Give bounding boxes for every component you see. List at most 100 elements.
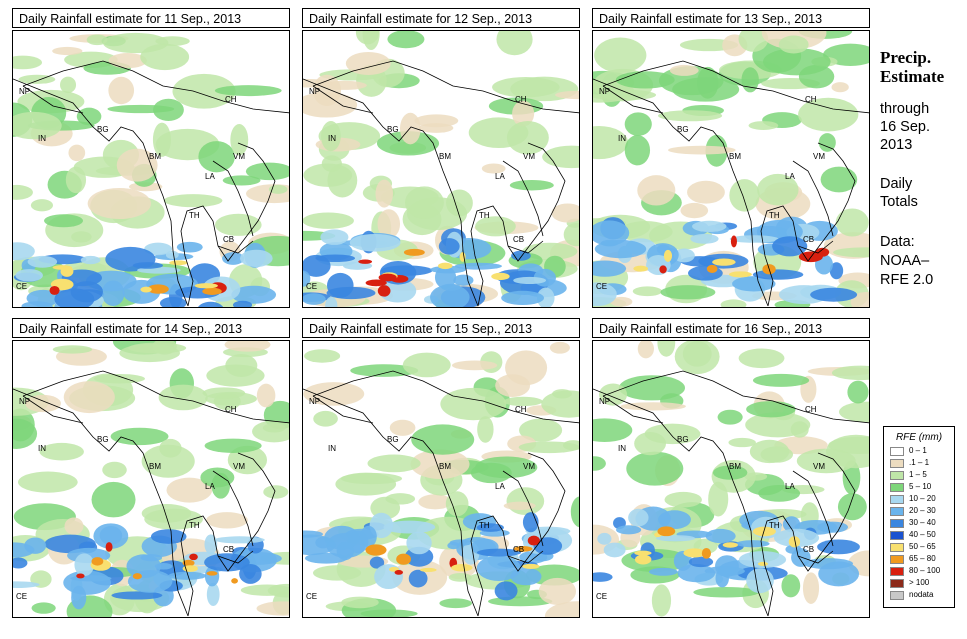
legend-label: 1 – 5 bbox=[909, 470, 927, 479]
legend-label: 65 – 80 bbox=[909, 554, 936, 563]
legend-swatch bbox=[890, 543, 904, 552]
country-label-la: LA bbox=[205, 482, 215, 491]
country-label-vm: VM bbox=[813, 152, 825, 161]
country-label-ce: CE bbox=[596, 592, 608, 601]
legend-label: 80 – 100 bbox=[909, 566, 941, 575]
legend-swatch bbox=[890, 495, 904, 504]
legend-label: 30 – 40 bbox=[909, 518, 936, 527]
country-label-in: IN bbox=[618, 444, 626, 453]
panel-title: Daily Rainfall estimate for 14 Sep., 201… bbox=[12, 318, 290, 338]
legend-label: nodata bbox=[909, 590, 934, 599]
side-totals-2: Totals bbox=[880, 194, 918, 210]
country-label-la: LA bbox=[495, 172, 505, 181]
legend-side-text: Precip. Estimate bbox=[880, 48, 944, 86]
country-label-th: TH bbox=[479, 521, 490, 530]
rainfall-map-panel: Daily Rainfall estimate for 11 Sep., 201… bbox=[12, 8, 290, 308]
country-label-bg: BG bbox=[387, 125, 399, 134]
legend-label: .1 – 1 bbox=[909, 458, 930, 467]
legend-label: 50 – 65 bbox=[909, 542, 936, 551]
country-label-th: TH bbox=[189, 521, 200, 530]
country-label-vm: VM bbox=[233, 152, 245, 161]
country-label-ce: CE bbox=[596, 282, 608, 291]
rainfall-field bbox=[303, 341, 579, 617]
legend-title: RFE (mm) bbox=[895, 432, 943, 443]
country-label-bm: BM bbox=[439, 152, 451, 161]
side-title-1: Precip. bbox=[880, 48, 932, 67]
country-label-ch: CH bbox=[515, 405, 527, 414]
rainfall-field bbox=[13, 32, 289, 307]
map-frame: NP CH IN BG BM VM LA TH CB CE bbox=[302, 340, 580, 618]
map-frame: NP CH IN BG BM VM LA TH CB CE bbox=[302, 30, 580, 308]
legend-swatch bbox=[890, 459, 904, 468]
country-label-ce: CE bbox=[306, 592, 318, 601]
country-label-np: NP bbox=[309, 397, 321, 406]
map-frame: NP CH IN BG BM VM LA TH CB CE bbox=[592, 340, 870, 618]
country-label-bm: BM bbox=[729, 152, 741, 161]
country-label-bg: BG bbox=[387, 435, 399, 444]
country-label-ce: CE bbox=[16, 592, 28, 601]
country-label-vm: VM bbox=[233, 462, 245, 471]
panel-title: Daily Rainfall estimate for 11 Sep., 201… bbox=[12, 8, 290, 28]
map-frame: NP CH IN BG BM VM LA TH CB CE bbox=[12, 340, 290, 618]
country-label-bm: BM bbox=[439, 462, 451, 471]
side-date-1: 16 Sep. bbox=[880, 119, 930, 135]
side-title-2: Estimate bbox=[880, 67, 945, 86]
country-label-ch: CH bbox=[805, 405, 817, 414]
country-label-np: NP bbox=[19, 397, 31, 406]
country-label-cb: CB bbox=[513, 545, 525, 554]
country-label-la: LA bbox=[785, 172, 795, 181]
country-label-np: NP bbox=[599, 397, 611, 406]
rainfall-map-panel: Daily Rainfall estimate for 13 Sep., 201… bbox=[592, 8, 870, 308]
country-label-ch: CH bbox=[515, 95, 527, 104]
country-label-in: IN bbox=[38, 134, 46, 143]
country-label-th: TH bbox=[769, 211, 780, 220]
rainfall-map-panel: Daily Rainfall estimate for 15 Sep., 201… bbox=[302, 318, 580, 618]
panel-title: Daily Rainfall estimate for 13 Sep., 201… bbox=[592, 8, 870, 28]
rainfall-map-panel: Daily Rainfall estimate for 14 Sep., 201… bbox=[12, 318, 290, 618]
legend-label: 40 – 50 bbox=[909, 530, 936, 539]
legend-swatch bbox=[890, 531, 904, 540]
country-label-bg: BG bbox=[677, 125, 689, 134]
country-label-th: TH bbox=[769, 521, 780, 530]
legend-swatch bbox=[890, 579, 904, 588]
country-label-bm: BM bbox=[149, 462, 161, 471]
legend-swatch bbox=[890, 483, 904, 492]
rfe-legend: RFE (mm) 0 – 1 .1 – 1 1 – 5 5 – 10 10 – 20 20… bbox=[883, 426, 955, 608]
side-data-2: NOAA– bbox=[880, 253, 930, 269]
legend-label: 5 – 10 bbox=[909, 482, 932, 491]
legend-swatch bbox=[890, 447, 904, 456]
country-label-cb: CB bbox=[223, 545, 235, 554]
side-data-3: RFE 2.0 bbox=[880, 272, 934, 288]
country-label-cb: CB bbox=[803, 235, 815, 244]
rainfall-field bbox=[593, 341, 869, 617]
country-label-vm: VM bbox=[523, 462, 535, 471]
rainfall-field bbox=[13, 341, 289, 617]
country-label-in: IN bbox=[38, 444, 46, 453]
country-label-ce: CE bbox=[16, 282, 28, 291]
country-label-bm: BM bbox=[149, 152, 161, 161]
side-data-1: Data: bbox=[880, 234, 915, 250]
side-date-2: 2013 bbox=[880, 137, 913, 153]
legend-swatch bbox=[890, 507, 904, 516]
legend-label: 10 – 20 bbox=[909, 494, 936, 503]
country-label-in: IN bbox=[618, 134, 626, 143]
legend-swatch bbox=[890, 591, 904, 600]
country-label-vm: VM bbox=[523, 152, 535, 161]
rainfall-map-panel: Daily Rainfall estimate for 12 Sep., 201… bbox=[302, 8, 580, 308]
country-label-np: NP bbox=[599, 87, 611, 96]
country-label-la: LA bbox=[495, 482, 505, 491]
legend-label: > 100 bbox=[909, 578, 930, 587]
panel-title: Daily Rainfall estimate for 12 Sep., 201… bbox=[302, 8, 580, 28]
country-label-cb: CB bbox=[513, 235, 525, 244]
legend-label: 0 – 1 bbox=[909, 446, 927, 455]
country-label-ch: CH bbox=[225, 405, 237, 414]
legend-swatch bbox=[890, 471, 904, 480]
country-label-ch: CH bbox=[225, 95, 237, 104]
country-label-th: TH bbox=[479, 211, 490, 220]
country-label-cb: CB bbox=[223, 235, 235, 244]
country-label-np: NP bbox=[309, 87, 321, 96]
country-label-in: IN bbox=[328, 134, 336, 143]
country-label-bm: BM bbox=[729, 462, 741, 471]
legend-swatch bbox=[890, 567, 904, 576]
legend-swatch bbox=[890, 519, 904, 528]
